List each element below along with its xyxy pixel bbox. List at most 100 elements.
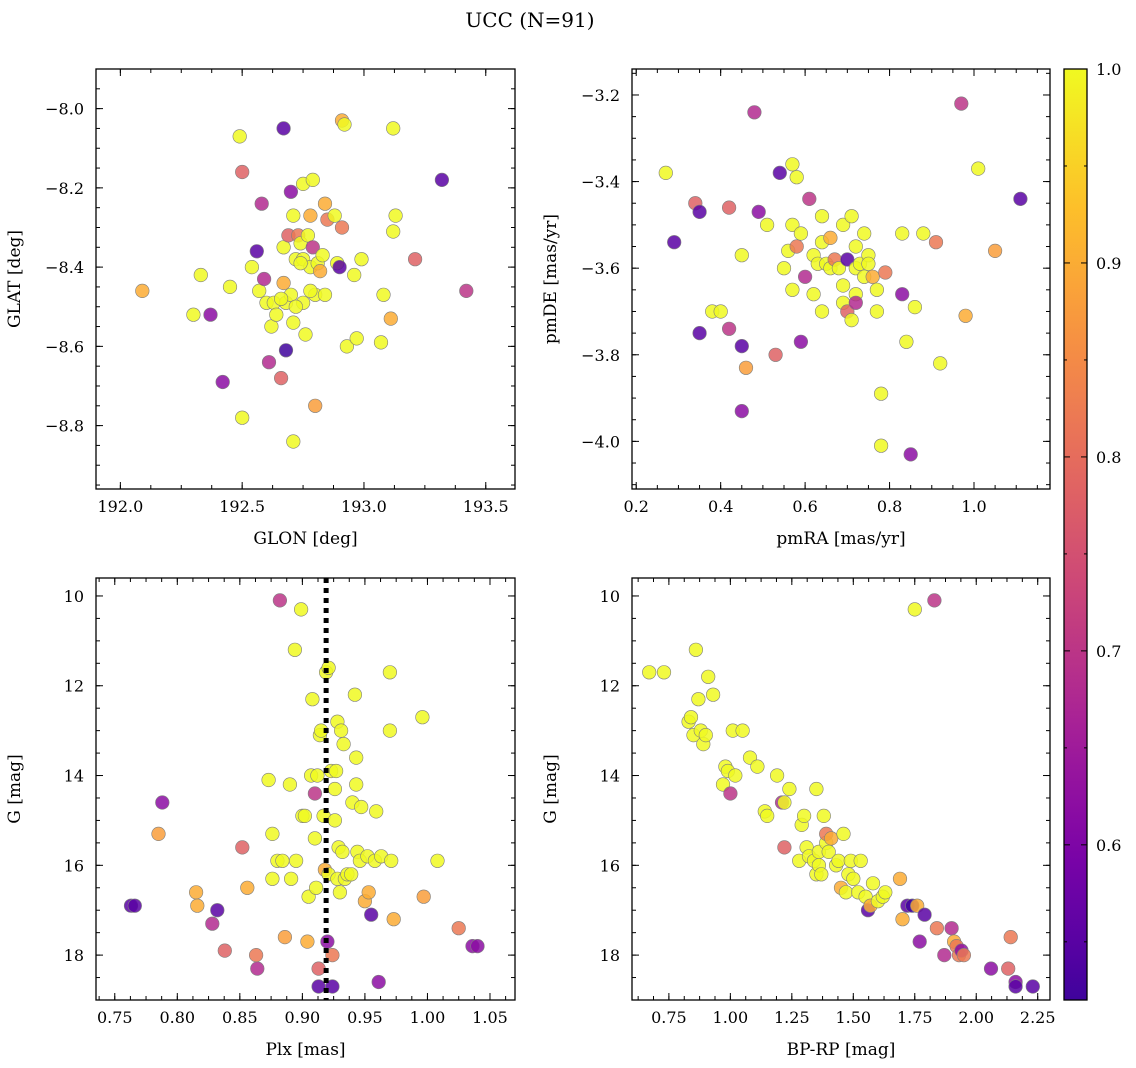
data-point — [310, 768, 325, 783]
data-point — [835, 217, 851, 232]
x-tick-label: 1.25 — [774, 1008, 810, 1027]
data-point — [339, 339, 355, 354]
data-point — [721, 200, 737, 215]
y-tick-label: −8.4 — [45, 258, 84, 277]
data-point — [735, 723, 750, 738]
data-point — [329, 763, 344, 779]
axes-frame — [95, 68, 516, 490]
data-point — [814, 304, 830, 319]
x-axis-label: BP-RP [mag] — [787, 1040, 896, 1060]
data-point — [344, 867, 359, 882]
data-point — [276, 121, 291, 136]
data-point — [274, 291, 289, 306]
data-point — [751, 204, 766, 219]
data-point — [796, 808, 812, 824]
data-point — [793, 334, 809, 349]
data-point — [987, 243, 1003, 258]
data-point — [667, 235, 682, 250]
data-point — [415, 710, 430, 725]
data-point — [349, 331, 364, 346]
data-point — [305, 692, 320, 707]
colorbar-tick-label: 0.8 — [1096, 448, 1121, 467]
tick-marks — [96, 578, 515, 1001]
data-point — [917, 907, 932, 922]
data-point — [747, 105, 762, 120]
data-point — [821, 844, 836, 860]
data-point — [274, 371, 289, 386]
data-point — [691, 692, 706, 707]
data-point — [958, 308, 973, 323]
tick-marks — [632, 69, 1050, 489]
data-point — [844, 209, 859, 224]
data-point — [759, 217, 775, 232]
data-point — [315, 248, 330, 263]
data-point — [869, 282, 885, 297]
data-point — [249, 244, 264, 259]
data-point — [203, 307, 218, 322]
data-point — [857, 226, 872, 241]
data-point — [451, 921, 466, 936]
data-point — [683, 710, 699, 725]
data-point — [878, 265, 893, 280]
data-point — [325, 979, 340, 994]
x-tick-label: 1.05 — [472, 1008, 508, 1027]
data-point — [334, 220, 350, 235]
data-point — [816, 808, 831, 824]
data-point — [327, 208, 342, 223]
data-point — [364, 907, 379, 922]
data-point — [869, 304, 885, 319]
data-point — [332, 885, 348, 900]
data-point — [824, 831, 839, 846]
data-point — [785, 157, 800, 172]
data-point — [335, 844, 350, 860]
y-tick-label: 14 — [600, 767, 620, 786]
x-tick-label: 1.0 — [961, 497, 986, 516]
scatter-points — [642, 593, 1040, 994]
data-point — [235, 410, 250, 425]
axes-frame — [95, 577, 516, 1001]
x-tick-label: 0.75 — [651, 1008, 687, 1027]
data-point — [354, 799, 369, 815]
data-point — [297, 808, 313, 824]
data-point — [971, 161, 986, 176]
y-axis-label: G [mag] — [5, 754, 25, 823]
x-tick-label: 1.00 — [713, 1008, 749, 1027]
data-point — [332, 260, 347, 275]
data-point — [760, 808, 775, 824]
y-tick-label: −3.4 — [581, 173, 620, 192]
data-point — [217, 943, 232, 958]
data-point — [1025, 979, 1040, 994]
x-tick-label: 0.8 — [877, 497, 902, 516]
data-point — [835, 278, 851, 293]
data-point — [840, 252, 855, 267]
data-point — [983, 961, 999, 976]
x-tick-label: 192.5 — [219, 497, 265, 516]
colorbar-tick-label: 1.0 — [1096, 60, 1121, 79]
data-point — [873, 386, 889, 401]
x-tick-label: 0.80 — [159, 1008, 195, 1027]
data-point — [865, 269, 880, 284]
colorbar-gradient — [1063, 68, 1088, 1001]
data-point — [388, 208, 403, 223]
data-point — [244, 260, 259, 275]
figure-title: UCC (N=91) — [465, 8, 594, 32]
panel-3: 0.75 0.80 0.85 0.90 0.95 1.00 1.05 10 12 14 16 18 Pl… — [5, 577, 516, 1060]
colorbar-tick-label: 0.6 — [1096, 836, 1121, 855]
data-point — [327, 781, 343, 797]
data-point — [848, 239, 863, 254]
x-tick-label: 1.00 — [410, 1008, 446, 1027]
data-point — [311, 961, 326, 976]
data-point — [782, 781, 797, 797]
data-point — [814, 209, 830, 224]
data-point — [1008, 979, 1023, 994]
data-point — [186, 307, 201, 322]
x-tick-label: 1.75 — [897, 1008, 933, 1027]
data-point — [240, 880, 255, 895]
data-point — [269, 307, 284, 322]
colorbar-tick-label: 0.9 — [1096, 254, 1121, 273]
x-tick-label: 192.0 — [97, 497, 143, 516]
x-tick-label: 0.95 — [347, 1008, 383, 1027]
y-tick-label: −4.0 — [581, 432, 620, 451]
data-point — [713, 304, 728, 319]
data-point — [287, 642, 303, 657]
